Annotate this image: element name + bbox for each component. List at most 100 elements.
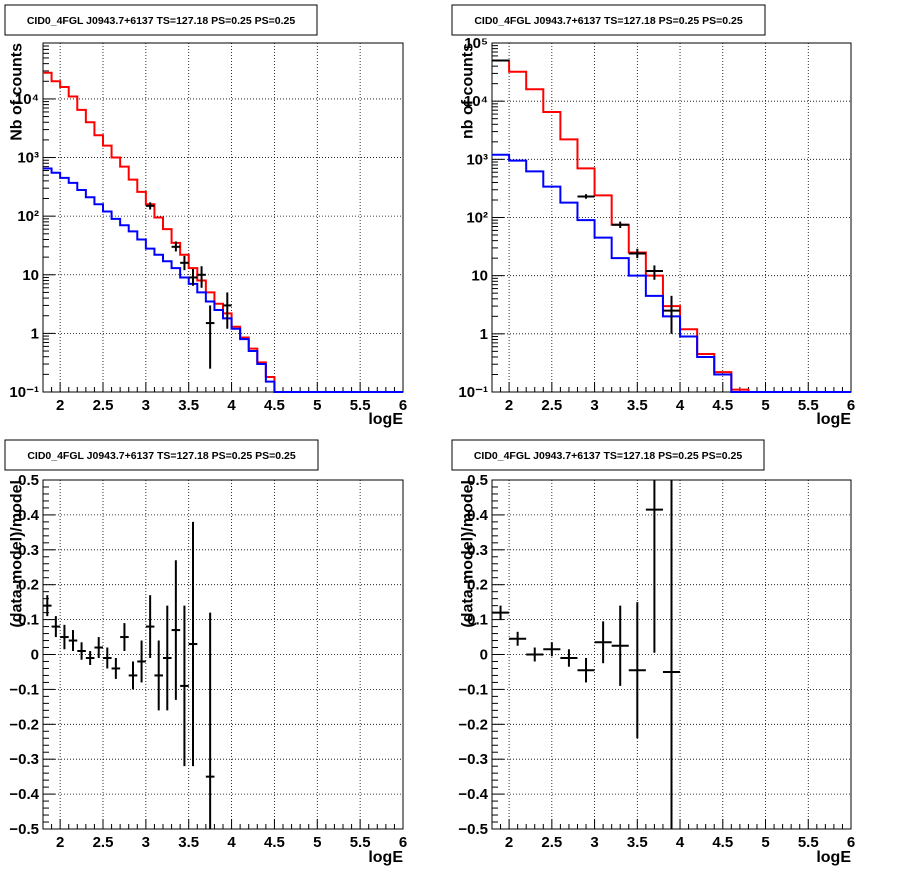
residual-point: [526, 647, 544, 662]
title-box: [4, 4, 318, 36]
y-tick-label: −0.5: [458, 821, 488, 838]
residual-point: [60, 624, 69, 650]
x-tick-label: 4.5: [712, 834, 733, 851]
y-tick-label: −0.3: [9, 751, 39, 768]
x-tick-label: 3: [590, 834, 598, 851]
ticks: [491, 42, 852, 393]
data-point: [662, 295, 681, 334]
x-tick-label: 5.5: [798, 397, 819, 414]
y-tick-label: −0.5: [9, 821, 39, 838]
residual-point: [94, 637, 103, 658]
y-tick-label: 10⁴: [15, 91, 39, 108]
residual-point: [103, 647, 112, 669]
y-tick-label: −0.1: [9, 681, 39, 698]
residual-point: [611, 605, 629, 686]
x-axis-label: logE: [368, 849, 403, 866]
data-point: [492, 59, 510, 62]
residual-point: [137, 640, 146, 683]
y-tick-label: −0.4: [9, 786, 39, 803]
x-tick-label: 2.5: [93, 397, 114, 414]
x-tick-label: 2: [56, 397, 64, 414]
y-tick-label: 10⁻¹: [458, 384, 488, 401]
residual-point: [111, 657, 121, 679]
grid: [43, 480, 403, 829]
x-tick-label: 2: [505, 834, 513, 851]
y-tick-label: 0.5: [467, 472, 488, 489]
x-tick-label: 2.5: [541, 397, 562, 414]
y-tick-label: 0.1: [467, 612, 488, 629]
residual-point: [180, 605, 189, 767]
y-tick-label: 10⁴: [464, 93, 488, 110]
plot-frame: [491, 42, 852, 393]
x-tick-label: 3.5: [178, 397, 199, 414]
y-tick-label: 1: [31, 325, 39, 342]
chart-title: CID0_4FGL J0943.7+6137 TS=127.18 PS=0.25…: [474, 450, 742, 462]
y-tick-label: 10²: [466, 210, 488, 227]
data-point: [223, 292, 232, 329]
y-tick-label: 0.4: [467, 507, 489, 524]
residual-point: [205, 612, 215, 829]
x-tick-label: 5: [313, 834, 321, 851]
y-tick-label: 0: [480, 647, 488, 664]
y-axis-label: nb of counts: [460, 43, 477, 139]
chart-panel-2: CID0_4FGL J0943.7+6137 TS=127.18 PS=0.25…: [451, 4, 855, 428]
y-tick-label: 0.3: [467, 542, 488, 559]
x-tick-label: 5: [761, 834, 769, 851]
y-tick-label: 10⁵: [464, 35, 488, 52]
residual-point: [662, 480, 681, 829]
x-tick-label: 5.5: [350, 397, 371, 414]
residual-point: [145, 595, 155, 658]
x-tick-label: 3.5: [627, 397, 648, 414]
x-tick-label: 6: [847, 834, 855, 851]
y-tick-label: −0.2: [9, 716, 39, 733]
y-tick-label: 10: [471, 268, 488, 285]
data-point: [171, 241, 181, 252]
residual-point: [51, 616, 61, 638]
residual-point: [577, 657, 595, 683]
x-tick-label: 6: [399, 834, 407, 851]
y-axis-label: (data-model)/model: [460, 480, 477, 628]
plot-frame: [42, 42, 404, 393]
y-tick-label: 1: [480, 326, 488, 343]
x-tick-label: 6: [847, 397, 855, 414]
residual-point: [85, 651, 95, 665]
residual-point: [154, 640, 163, 711]
residual-point: [77, 642, 86, 660]
y-tick-label: 0.1: [18, 612, 39, 629]
x-tick-label: 5.5: [350, 834, 371, 851]
ticks: [491, 479, 852, 830]
y-tick-label: 0.2: [467, 577, 488, 594]
chart-title: CID0_4FGL J0943.7+6137 TS=127.18 PS=0.25…: [474, 15, 742, 27]
title-box: [451, 439, 765, 471]
x-tick-label: 3: [142, 397, 150, 414]
x-tick-label: 2: [56, 834, 64, 851]
x-tick-label: 3: [590, 397, 598, 414]
x-tick-label: 5: [313, 397, 321, 414]
y-tick-label: 10³: [466, 151, 488, 168]
y-tick-label: 0.2: [18, 577, 39, 594]
x-tick-label: 5.5: [798, 834, 819, 851]
x-tick-label: 3: [142, 834, 150, 851]
y-tick-label: 0.4: [18, 507, 40, 524]
x-tick-label: 2.5: [541, 834, 562, 851]
x-tick-label: 4.5: [264, 834, 285, 851]
x-tick-label: 3.5: [178, 834, 199, 851]
grid: [492, 43, 851, 392]
residual-point: [628, 602, 646, 739]
y-tick-label: 10⁻¹: [9, 384, 39, 401]
data-point: [205, 305, 215, 369]
chart-panel-4: CID0_4FGL J0943.7+6137 TS=127.18 PS=0.25…: [451, 439, 855, 866]
x-tick-label: 2.5: [93, 834, 114, 851]
x-tick-label: 4: [676, 397, 685, 414]
residual-point: [492, 605, 510, 620]
y-tick-label: −0.4: [458, 786, 488, 803]
y-tick-label: −0.2: [458, 716, 488, 733]
x-tick-label: 3.5: [627, 834, 648, 851]
chart-title: CID0_4FGL J0943.7+6137 TS=127.18 PS=0.25…: [27, 450, 295, 462]
x-tick-label: 6: [399, 397, 407, 414]
residual-point: [128, 661, 138, 690]
data-point: [628, 248, 646, 259]
data-point: [188, 269, 198, 286]
residual-point: [43, 595, 52, 617]
